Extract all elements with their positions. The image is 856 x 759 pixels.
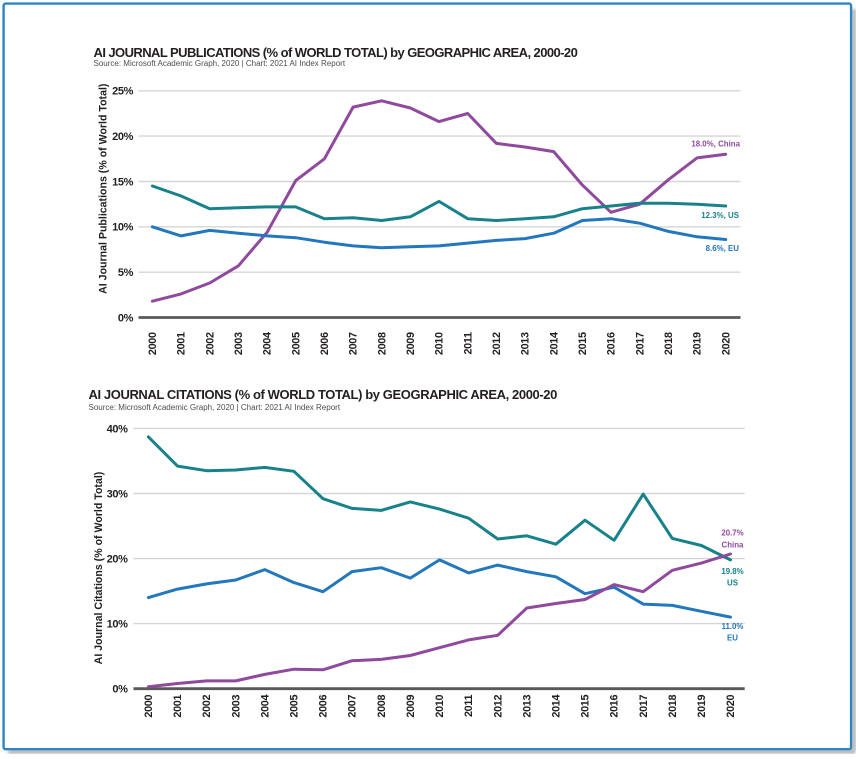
svg-text:8.6%, EU: 8.6%, EU xyxy=(706,244,740,253)
svg-text:2006: 2006 xyxy=(318,695,330,718)
svg-text:10%: 10% xyxy=(112,222,133,234)
svg-text:2011: 2011 xyxy=(463,695,475,718)
svg-text:AI Journal Citations (% of Wor: AI Journal Citations (% of World Total) xyxy=(93,472,105,665)
svg-text:Source: Microsoft Academic Gra: Source: Microsoft Academic Graph, 2020 |… xyxy=(94,59,346,68)
svg-text:20.7%: 20.7% xyxy=(721,528,743,537)
svg-text:10%: 10% xyxy=(107,619,128,631)
svg-text:2002: 2002 xyxy=(201,695,213,718)
svg-text:2012: 2012 xyxy=(492,695,504,718)
svg-text:2004: 2004 xyxy=(259,695,271,718)
svg-text:2002: 2002 xyxy=(204,332,216,355)
svg-text:2013: 2013 xyxy=(520,332,532,355)
svg-text:2014: 2014 xyxy=(548,332,560,355)
svg-text:2007: 2007 xyxy=(347,695,359,718)
svg-text:20%: 20% xyxy=(112,131,133,143)
svg-text:2007: 2007 xyxy=(348,332,360,355)
svg-text:2015: 2015 xyxy=(580,695,592,718)
svg-text:2003: 2003 xyxy=(233,332,245,355)
svg-text:0%: 0% xyxy=(112,684,128,696)
svg-text:US: US xyxy=(727,578,738,587)
svg-text:2003: 2003 xyxy=(230,695,242,718)
svg-text:2009: 2009 xyxy=(405,695,417,718)
svg-text:2005: 2005 xyxy=(289,695,301,718)
svg-text:2017: 2017 xyxy=(634,332,646,355)
svg-text:11.0%: 11.0% xyxy=(722,622,744,631)
svg-text:2018: 2018 xyxy=(663,332,675,355)
svg-text:2019: 2019 xyxy=(692,332,704,355)
svg-text:2020: 2020 xyxy=(720,332,732,355)
svg-text:2009: 2009 xyxy=(405,332,417,355)
svg-text:5%: 5% xyxy=(118,267,134,279)
svg-text:40%: 40% xyxy=(107,423,128,435)
svg-text:2017: 2017 xyxy=(638,695,650,718)
svg-text:2010: 2010 xyxy=(434,695,446,718)
svg-text:2019: 2019 xyxy=(696,695,708,718)
svg-text:AI JOURNAL CITATIONS (% of WOR: AI JOURNAL CITATIONS (% of WORLD TOTAL) … xyxy=(89,387,558,402)
svg-text:2008: 2008 xyxy=(376,332,388,355)
svg-text:30%: 30% xyxy=(107,488,128,500)
svg-text:2005: 2005 xyxy=(290,332,302,355)
svg-text:2001: 2001 xyxy=(176,332,188,355)
svg-text:18.0%, China: 18.0%, China xyxy=(691,139,740,148)
svg-text:2011: 2011 xyxy=(462,332,474,355)
svg-text:2006: 2006 xyxy=(319,332,331,355)
svg-text:2001: 2001 xyxy=(172,695,184,718)
svg-text:2000: 2000 xyxy=(147,332,159,355)
svg-text:2004: 2004 xyxy=(262,332,274,355)
svg-text:China: China xyxy=(722,540,745,549)
svg-text:2014: 2014 xyxy=(551,695,563,718)
svg-text:AI JOURNAL PUBLICATIONS (% of: AI JOURNAL PUBLICATIONS (% of WORLD TOTA… xyxy=(94,45,578,60)
svg-text:19.8%: 19.8% xyxy=(721,567,743,576)
svg-text:20%: 20% xyxy=(107,554,128,566)
svg-text:AI Journal Publications (% of: AI Journal Publications (% of World Tota… xyxy=(97,84,109,294)
svg-text:EU: EU xyxy=(727,634,738,643)
svg-text:12.3%, US: 12.3%, US xyxy=(701,211,739,220)
svg-text:0%: 0% xyxy=(118,312,134,324)
svg-text:15%: 15% xyxy=(112,176,133,188)
svg-text:2016: 2016 xyxy=(609,695,621,718)
svg-text:2016: 2016 xyxy=(606,332,618,355)
svg-text:2018: 2018 xyxy=(667,695,679,718)
svg-text:2000: 2000 xyxy=(143,695,155,718)
svg-text:2015: 2015 xyxy=(577,332,589,355)
svg-text:Source: Microsoft Academic Gra: Source: Microsoft Academic Graph, 2020 |… xyxy=(89,403,341,412)
svg-text:2010: 2010 xyxy=(434,332,446,355)
svg-text:25%: 25% xyxy=(112,86,133,98)
svg-text:2013: 2013 xyxy=(521,695,533,718)
svg-text:2008: 2008 xyxy=(376,695,388,718)
svg-text:2012: 2012 xyxy=(491,332,503,355)
svg-text:2020: 2020 xyxy=(725,695,737,718)
